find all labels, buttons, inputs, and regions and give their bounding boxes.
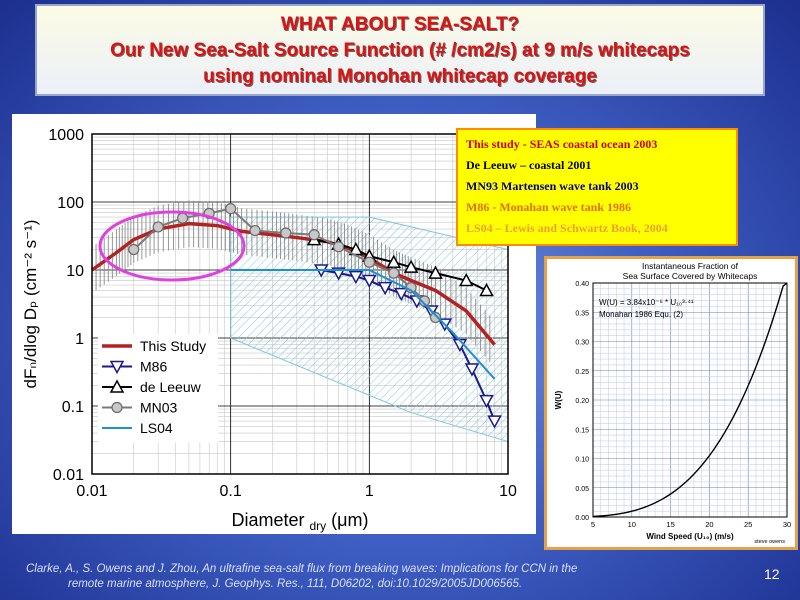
point-mn03 bbox=[249, 224, 261, 237]
y-tick-label: 0.1 bbox=[62, 399, 84, 416]
wc-frame bbox=[592, 282, 788, 518]
wc-x-tick-label: 10 bbox=[628, 520, 636, 529]
whitecap-chart-card: Instantaneous Fraction of Sea Surface Cov… bbox=[544, 256, 798, 550]
point-m86 bbox=[394, 287, 409, 302]
x-tick-label: 0.01 bbox=[76, 483, 107, 500]
point-mn03 bbox=[128, 243, 140, 256]
point-de-leeuw bbox=[403, 259, 419, 273]
wc-y-tick-label: 0.00 bbox=[575, 515, 589, 522]
wc-x-tick-label: 20 bbox=[705, 520, 713, 529]
point-de-leeuw bbox=[479, 282, 494, 297]
y-tick-label: 0.01 bbox=[53, 467, 84, 484]
seasalt-flux-chart: 0.01 0.1 1 10 0.01 0.1 1 10 100 1000 Diameter dry … bbox=[21, 127, 517, 533]
point-m86 bbox=[464, 363, 480, 377]
wc-y-tick-label: 0.10 bbox=[575, 457, 589, 464]
highlight-ellipse bbox=[98, 210, 246, 282]
y-axis-label: dFₙ/dlog Dₚ (cm⁻² s⁻¹) bbox=[21, 220, 40, 389]
point-mn03 bbox=[332, 241, 345, 253]
legend-label-ls04: LS04 bbox=[140, 420, 173, 436]
point-m86 bbox=[348, 270, 364, 285]
wc-title-line-2: Sea Surface Covered by Whitecaps bbox=[623, 271, 758, 281]
point-mn03 bbox=[152, 221, 164, 233]
wc-formula: W(U) = 3.84x10⁻⁶ * U₁₀³·⁴¹ bbox=[599, 298, 694, 307]
legend-marker-mn03 bbox=[111, 401, 123, 414]
wc-x-tick-label: 25 bbox=[744, 520, 752, 529]
legend-label-de-leeuw: de Leeuw bbox=[140, 379, 202, 395]
wc-formula-note: Monahan 1986 Equ. (2) bbox=[599, 310, 683, 319]
point-de-leeuw bbox=[458, 272, 474, 287]
source-legend-box: This study - SEAS coastal ocean 2003 De … bbox=[456, 128, 738, 246]
y-tick-label: 1 bbox=[75, 331, 84, 348]
source-legend-item-mn93: MN93 Martensen wave tank 2003 bbox=[466, 179, 639, 193]
wc-x-tick-label: 15 bbox=[666, 520, 674, 529]
point-de-leeuw bbox=[386, 254, 402, 269]
wc-y-tick-label: 0.20 bbox=[575, 398, 589, 405]
seasalt-flux-chart-card: 0.01 0.1 1 10 0.01 0.1 1 10 100 1000 Diameter dry … bbox=[12, 114, 536, 534]
point-mn03 bbox=[363, 256, 375, 268]
plot-frame bbox=[91, 133, 509, 475]
wc-y-tick-label: 0.40 bbox=[575, 281, 589, 288]
y-tick-label: 10 bbox=[66, 263, 84, 280]
slide-title-line-2: Our New Sea-Salt Source Function (# /cm2… bbox=[110, 40, 690, 61]
citation: Clarke, A., S. Owens and J. Zhou, An ult… bbox=[26, 562, 726, 592]
point-mn03 bbox=[308, 229, 320, 241]
legend-marker-m86 bbox=[109, 360, 125, 375]
x-tick-label: 10 bbox=[499, 483, 517, 500]
point-mn03 bbox=[176, 212, 189, 224]
citation-line-1: Clarke, A., S. Owens and J. Zhou, An ult… bbox=[26, 563, 578, 575]
x-tick-label: 1 bbox=[365, 483, 374, 500]
wc-curve bbox=[592, 282, 788, 518]
wc-y-tick-label: 0.05 bbox=[575, 486, 589, 493]
wc-x-tick-label: 30 bbox=[783, 520, 791, 529]
legend-marker-de-leeuw bbox=[109, 379, 125, 393]
y-tick-label: 1000 bbox=[48, 127, 84, 144]
point-mn03 bbox=[225, 202, 237, 215]
series-line-ls04 bbox=[230, 269, 496, 380]
point-mn03 bbox=[418, 295, 431, 307]
point-mn03 bbox=[280, 227, 292, 239]
page-number: 12 bbox=[764, 566, 780, 582]
wc-x-tick-label: 5 bbox=[591, 520, 595, 529]
wc-credit: steve owens bbox=[754, 539, 785, 545]
wc-y-tick-label: 0.15 bbox=[575, 427, 589, 434]
point-m86 bbox=[377, 281, 393, 296]
slide-title-box: WHAT ABOUT SEA-SALT? Our New Sea-Salt So… bbox=[35, 4, 765, 96]
legend-label-mn03: MN03 bbox=[140, 400, 178, 416]
wc-y-tick-label: 0.30 bbox=[575, 340, 589, 347]
legend-label-this-study: This Study bbox=[140, 338, 206, 354]
wc-title-line-1: Instantaneous Fraction of bbox=[642, 261, 739, 271]
source-legend-item-m86: M86 - Monahan wave tank 1986 bbox=[466, 200, 632, 214]
wc-x-axis-label: Wind Speed (U₁₀) (m/s) bbox=[646, 532, 734, 541]
wc-y-tick-label: 0.35 bbox=[575, 310, 589, 317]
wc-y-axis-label: W(U) bbox=[554, 390, 563, 409]
point-m86 bbox=[479, 394, 494, 409]
series-line-this-study bbox=[90, 221, 496, 346]
slide-title-line-3: using nominal Monohan whitecap coverage bbox=[203, 66, 597, 87]
point-m86 bbox=[362, 274, 377, 289]
source-legend-item-ls04: LS04 – Lewis and Schwartz Book, 2004 bbox=[466, 221, 668, 235]
point-mn03 bbox=[429, 311, 442, 324]
x-axis-label: Diameter dry (μm) bbox=[231, 510, 368, 533]
point-de-leeuw bbox=[428, 265, 443, 279]
x-tick-label: 0.1 bbox=[220, 483, 242, 500]
point-m86 bbox=[487, 415, 502, 429]
source-legend-item-de-leeuw: De Leeuw – coastal 2001 bbox=[466, 158, 592, 172]
source-legend-item-this-study: This study - SEAS coastal ocean 2003 bbox=[466, 137, 658, 151]
legend-label-m86: M86 bbox=[140, 359, 167, 375]
point-mn03 bbox=[388, 267, 400, 279]
citation-line-2: remote marine atmosphere, J. Geophys. Re… bbox=[68, 578, 523, 590]
y-tick-label: 100 bbox=[57, 195, 84, 212]
wc-y-tick-label: 0.25 bbox=[575, 369, 589, 376]
slide-title-line-1: WHAT ABOUT SEA-SALT? bbox=[280, 14, 520, 35]
